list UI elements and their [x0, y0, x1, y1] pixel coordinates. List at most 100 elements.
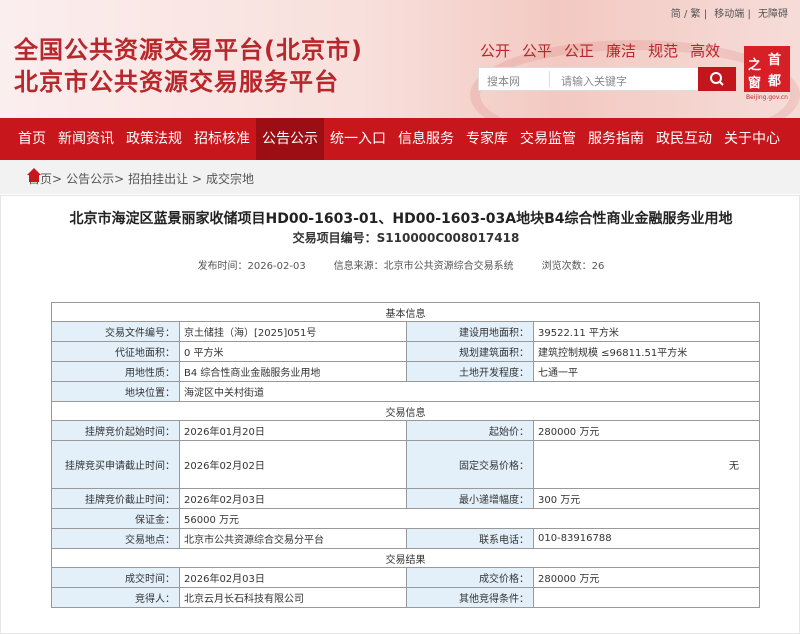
meta-item: 信息来源：北京市公共资源综合交易系统 — [333, 261, 514, 272]
table-row: 交易文件编号： 京土储挂（海）[2025]051号 建设用地面积： 39522.11 … — [51, 321, 760, 342]
field-label: 挂牌竞买申请截止时间： — [51, 440, 180, 489]
field-value: 280000 万元 — [533, 420, 760, 441]
search-input[interactable]: 请输入关键字 — [561, 75, 627, 88]
search-scope[interactable]: 搜本网 — [487, 75, 520, 88]
article-title: 北京市海淀区蓝景丽家收储项目HD00-1603-01、HD00-1603-03A… — [69, 211, 733, 227]
nav-item[interactable]: 公告公示 — [256, 118, 324, 160]
field-label: 固定交易价格： — [406, 440, 534, 489]
logo-domain: Beijing.gov.cn — [746, 94, 788, 101]
top-link[interactable]: 移动端 — [714, 9, 745, 20]
nav-item[interactable]: 新闻资讯 — [58, 131, 114, 147]
logo-char: 都 — [768, 74, 782, 89]
meta-item: 浏览次数：26 — [541, 261, 605, 272]
divider — [549, 71, 550, 87]
field-value: 39522.11 平方米 — [533, 321, 760, 342]
field-value: 七通一平 — [533, 361, 760, 382]
field-label: 交易地点： — [51, 528, 180, 549]
slogan: 规范 — [648, 42, 679, 60]
slogan: 公开 — [480, 42, 511, 60]
field-value: 300 万元 — [533, 488, 760, 509]
section-row: 交易结果 — [51, 548, 760, 568]
field-label: 建设用地面积： — [406, 321, 534, 342]
section-title: 交易信息 — [51, 401, 760, 421]
nav-item[interactable]: 交易监管 — [520, 131, 576, 147]
article: 北京市海淀区蓝景丽家收储项目HD00-1603-01、HD00-1603-03A… — [0, 195, 800, 634]
field-value: 2026年02月03日 — [179, 488, 407, 509]
field-value: 京土储挂（海）[2025]051号 — [179, 321, 407, 342]
nav-item[interactable]: 招标核准 — [194, 131, 250, 147]
breadcrumb-item[interactable]: 公告公示> — [66, 172, 125, 186]
nav-item[interactable]: 服务指南 — [588, 131, 644, 147]
slogan: 公平 — [522, 42, 553, 60]
field-value: B4 综合性商业金融服务业用地 — [179, 361, 407, 382]
field-value: 0 平方米 — [179, 341, 407, 362]
breadcrumb-item[interactable]: 招拍挂出让 > — [128, 172, 202, 186]
site-title: 北京市公共资源交易服务平台 — [14, 68, 339, 96]
table-row: 成交时间： 2026年02月03日 成交价格： 280000 万元 — [51, 567, 760, 588]
logo[interactable]: 首 都 之 窗 Beijing.gov.cn — [744, 46, 790, 101]
slogan: 廉洁 — [606, 42, 637, 60]
field-label: 规划建筑面积： — [406, 341, 534, 362]
nav-item[interactable]: 统一入口 — [330, 131, 386, 147]
field-label: 成交时间： — [51, 567, 180, 588]
nav-item[interactable]: 政策法规 — [126, 131, 182, 147]
field-value: 2026年02月03日 — [179, 567, 407, 588]
field-value: 北京市公共资源综合交易分平台 — [179, 528, 407, 549]
info-table: 基本信息 交易文件编号： 京土储挂（海）[2025]051号 建设用地面积： 39522… — [51, 302, 760, 608]
field-label: 代征地面积： — [51, 341, 180, 362]
table-row: 挂牌竞价起始时间： 2026年01月20日 起始价： 280000 万元 — [51, 420, 760, 441]
field-label: 其他竞得条件： — [406, 587, 534, 608]
field-value: 2026年02月02日 — [179, 440, 407, 489]
field-value: 2026年01月20日 — [179, 420, 407, 441]
field-label: 最小递增幅度： — [406, 488, 534, 509]
field-label: 挂牌竞价截止时间： — [51, 488, 180, 509]
field-value — [533, 587, 760, 608]
field-label: 成交价格： — [406, 567, 534, 588]
nav-item[interactable]: 关于中心 — [724, 131, 780, 147]
search-box: 搜本网 请输入关键字 — [478, 67, 736, 91]
slogan: 高效 — [690, 42, 721, 60]
nav-item[interactable]: 专家库 — [466, 131, 508, 147]
logo-char: 首 — [768, 53, 782, 68]
table-row: 挂牌竞价截止时间： 2026年02月03日 最小递增幅度： 300 万元 — [51, 488, 760, 509]
site-title: 全国公共资源交易平台(北京市) — [14, 36, 363, 64]
field-label: 用地性质： — [51, 361, 180, 382]
article-meta: 发布时间：2026-02-03 信息来源：北京市公共资源综合交易系统 浏览次数：26 — [1, 257, 800, 272]
table-row: 竞得人： 北京云月长石科技有限公司 其他竞得条件： — [51, 587, 760, 608]
top-links: 简 / 繁 | 移动端 | 无障碍 — [670, 9, 788, 20]
field-value: 北京云月长石科技有限公司 — [179, 587, 407, 608]
section-row: 基本信息 — [51, 302, 760, 322]
top-link[interactable]: 简 / 繁 — [670, 9, 701, 20]
slogans: 公开 公平 公正 廉洁 规范 高效 — [480, 40, 732, 61]
nav-item[interactable]: 信息服务 — [398, 131, 454, 147]
table-row: 挂牌竞买申请截止时间： 2026年02月02日 固定交易价格：无 — [51, 440, 760, 489]
field-label: 交易文件编号： — [51, 321, 180, 342]
field-value: 海淀区中关村街道 — [179, 381, 760, 402]
meta-item: 发布时间：2026-02-03 — [197, 261, 306, 272]
section-row: 交易信息 — [51, 401, 760, 421]
project-number: 交易项目编号：S110000C008017418 — [292, 231, 520, 245]
home-icon — [27, 168, 41, 182]
field-value: 无 — [533, 440, 760, 489]
field-value: 010-83916788 — [533, 528, 760, 549]
header: 简 / 繁 | 移动端 | 无障碍 全国公共资源交易平台(北京市) 北京市公共资… — [0, 0, 800, 118]
table-row: 代征地面积： 0 平方米 规划建筑面积： 建筑控制规模 ≤96811.51平方米 — [51, 341, 760, 362]
nav-item[interactable]: 政民互动 — [656, 131, 712, 147]
slogan: 公正 — [564, 42, 595, 60]
nav-item[interactable]: 首页 — [18, 131, 46, 147]
nav-bar: 首页 新闻资讯 政策法规 招标核准 公告公示 统一入口 信息服务 专家库 交易监管 服务指南 政民互… — [0, 118, 800, 160]
field-label: 联系电话： — [406, 528, 534, 549]
field-value: 56000 万元 — [179, 508, 760, 529]
search-button[interactable] — [698, 67, 736, 91]
top-link[interactable]: 无障碍 — [758, 9, 788, 20]
table-row: 地块位置： 海淀区中关村街道 — [51, 381, 760, 402]
field-label: 土地开发程度： — [406, 361, 534, 382]
field-label: 保证金： — [51, 508, 180, 529]
logo-char: 窗 — [748, 76, 762, 91]
logo-char: 之 — [748, 58, 762, 73]
table-row: 保证金： 56000 万元 — [51, 508, 760, 529]
table-row: 用地性质： B4 综合性商业金融服务业用地 土地开发程度： 七通一平 — [51, 361, 760, 382]
breadcrumb-item: 成交宗地 — [206, 172, 255, 186]
field-value: 建筑控制规模 ≤96811.51平方米 — [533, 341, 760, 362]
field-label: 竞得人： — [51, 587, 180, 608]
